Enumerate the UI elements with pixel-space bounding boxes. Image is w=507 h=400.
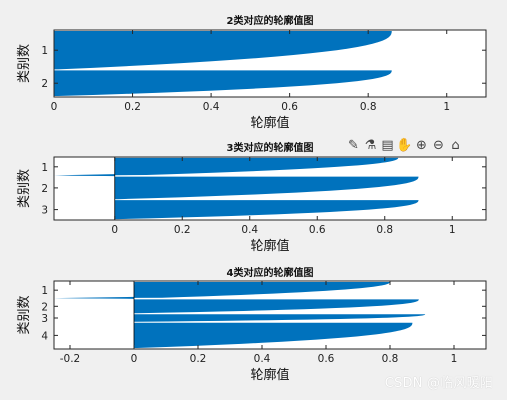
y-tick-label: 3 <box>41 313 48 325</box>
x-axis-label: 轮廓值 <box>250 238 289 254</box>
y-axis-label: 类别数 <box>17 169 32 208</box>
y-tick-label: 1 <box>41 285 48 297</box>
x-tick-label: 0.4 <box>241 224 258 236</box>
y-axis-label: 类别数 <box>17 295 32 334</box>
silhouette-cluster-2 <box>114 176 419 200</box>
silhouette-cluster-1 <box>54 30 392 70</box>
axes-toolbar: ✎ ⚗ ▤ ✋ ⊕ ⊖ ⌂ <box>346 137 463 153</box>
axes-box <box>53 280 487 350</box>
x-tick-label: 0 <box>131 353 138 365</box>
zoom-out-icon[interactable]: ⊖ <box>433 137 444 153</box>
x-tick-label: 0.2 <box>174 224 191 236</box>
zoom-in-icon[interactable]: ⊕ <box>416 137 427 153</box>
axes-box <box>53 29 487 98</box>
x-tick-label: 1 <box>443 101 450 113</box>
x-tick-label: 0.4 <box>203 101 220 113</box>
watermark: CSDN @临风暖阳 <box>384 376 493 391</box>
axes-box <box>53 156 487 221</box>
negative-silhouette-1 <box>54 174 115 177</box>
x-tick-label: 0.8 <box>382 353 399 365</box>
y-tick-label: 2 <box>41 301 48 313</box>
x-tick-label: 0 <box>51 101 58 113</box>
x-tick-label: -0.2 <box>60 353 81 365</box>
y-tick-label: 3 <box>41 205 48 217</box>
silhouette-cluster-3 <box>114 200 419 220</box>
home-icon[interactable]: ⌂ <box>451 137 460 153</box>
y-tick-label: 4 <box>41 330 48 342</box>
x-tick-label: 0.8 <box>360 101 377 113</box>
silhouette-cluster-2 <box>54 70 392 97</box>
x-tick-label: 1 <box>449 224 456 236</box>
y-tick-label: 2 <box>41 78 48 90</box>
chart-title: 4类对应的轮廓值图 <box>227 266 314 279</box>
x-tick-label: 0.4 <box>254 353 271 365</box>
y-tick-label: 1 <box>41 45 48 57</box>
x-tick-label: 0.6 <box>281 101 298 113</box>
chart-title: 2类对应的轮廓值图 <box>227 14 314 27</box>
data-tip-icon[interactable]: ⚗ <box>364 137 377 153</box>
y-axis-label: 类别数 <box>17 44 32 83</box>
x-tick-label: 0.6 <box>309 224 326 236</box>
silhouette-cluster-4 <box>134 322 413 349</box>
y-tick-label: 2 <box>41 183 48 195</box>
x-tick-label: 0.6 <box>318 353 335 365</box>
silhouette-cluster-3 <box>134 314 426 322</box>
x-tick-label: 0.8 <box>376 224 393 236</box>
pan-icon[interactable]: ✋ <box>396 137 413 153</box>
x-tick-label: 1 <box>451 353 458 365</box>
legend-icon[interactable]: ▤ <box>381 137 394 153</box>
y-tick-label: 1 <box>41 162 48 174</box>
brush-icon[interactable]: ✎ <box>348 137 359 153</box>
chart-title: 3类对应的轮廓值图 <box>227 141 314 154</box>
silhouette-cluster-2 <box>134 299 419 314</box>
x-axis-label: 轮廓值 <box>250 367 289 383</box>
x-tick-label: 0.2 <box>124 101 141 113</box>
silhouette-cluster-1 <box>54 157 399 176</box>
negative-silhouette-1 <box>54 296 134 299</box>
x-axis-label: 轮廓值 <box>250 115 289 131</box>
silhouette-cluster-1 <box>54 281 390 299</box>
x-tick-label: 0.2 <box>190 353 207 365</box>
x-tick-label: 0 <box>111 224 118 236</box>
